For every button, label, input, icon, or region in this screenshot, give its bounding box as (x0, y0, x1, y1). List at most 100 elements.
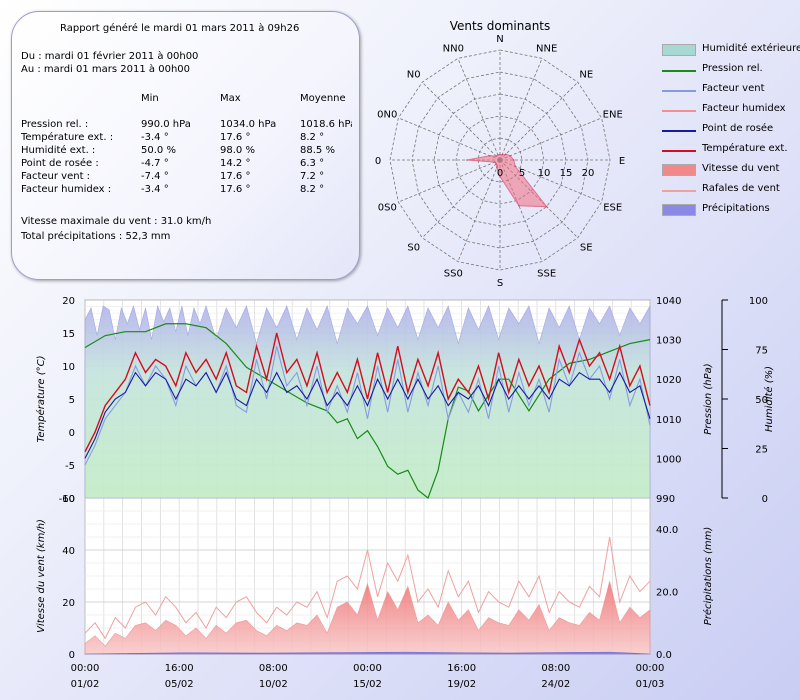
wind-rose-ring (455, 115, 545, 205)
wind-rose-labels: N NNE NE ENE E ESE SE SSE S SS0 S0 0S0 0 0N0 N0 NN0 0 5 10… (375, 34, 625, 289)
summary-panel: Rapport généré le mardi 01 mars 2011 à 0… (11, 11, 360, 280)
humidity-area (84, 304, 651, 499)
humidity-tick-label: 25 (755, 445, 768, 456)
wind-rose-ring-label: 5 (519, 168, 525, 179)
wind-rose-spoke (499, 81, 579, 161)
x-tick-date: 15/02 (353, 679, 382, 690)
wind-tick-label: 60 (62, 494, 75, 505)
x-tick-time: 16:00 (165, 663, 194, 674)
wind-rose-direction-label: SS0 (444, 269, 463, 280)
period-from: Du : mardi 01 février 2011 à 00h00 (21, 51, 199, 62)
row-max: 1034.0 hPa (220, 119, 277, 130)
row-avg: 8.2 ° (300, 132, 325, 143)
row-min: 50.0 % (141, 145, 176, 156)
max-wind-text: Vitesse maximale du vent : 31.0 km/h (21, 216, 212, 227)
wind-rose-point (518, 204, 520, 207)
legend-label: Rafales de vent (702, 183, 780, 194)
x-tick-time: 08:00 (541, 663, 570, 674)
x-tick-date: 01/02 (71, 679, 100, 690)
wind-rose-direction-label: N0 (407, 70, 421, 81)
report-title: Rapport généré le mardi 01 mars 2011 à 0… (60, 23, 300, 34)
period-to: Au : mardi 01 mars 2011 à 00h00 (21, 64, 191, 75)
wind-tick-label: 0 (69, 650, 75, 661)
wind-axis-title: Vitesse du vent (km/h) (36, 519, 47, 633)
humidity-tick-label: 0 (762, 494, 768, 505)
wind-series (84, 536, 651, 655)
temp-tick-label: -5 (65, 461, 75, 472)
wind-rose-ring-label: 15 (560, 168, 573, 179)
wind-rose-point (495, 155, 497, 157)
row-max: 17.6 ° (220, 184, 251, 195)
row-avg: 1018.6 hPa (300, 119, 352, 130)
legend-label: Facteur vent (702, 83, 765, 94)
x-tick-date: 19/02 (447, 679, 476, 690)
legend-swatch (662, 110, 696, 112)
legend-label: Humidité extérieure (702, 43, 800, 54)
rain-tick-label: 20.0 (656, 588, 678, 599)
wind-rose-spoke (499, 58, 543, 161)
wind-rose-direction-label: NNE (536, 43, 557, 54)
row-min: -3.4 ° (141, 184, 169, 195)
temp-tick-label: -10 (59, 494, 75, 505)
wind-tick-label: 40 (62, 546, 75, 557)
legend-swatch (662, 150, 696, 152)
humidity-axis-title: Humidité (%) (763, 366, 775, 432)
wind-rose-title: Vents dominants (450, 19, 551, 33)
wind-rose-point (509, 154, 511, 157)
rain-tick-label: 40.0 (656, 525, 678, 536)
legend-label: Température ext. (702, 143, 788, 154)
legend-swatch (662, 44, 696, 56)
wind-rose-spoke (499, 159, 543, 262)
legend-swatch (662, 90, 696, 92)
wind-rose-direction-label: 0 (375, 156, 381, 167)
wind-rose-point (495, 163, 497, 165)
row-max: 17.6 ° (220, 132, 251, 143)
row-min: 990.0 hPa (141, 119, 191, 130)
pressure-tick-label: 1010 (656, 415, 681, 426)
total-rain-text: Total précipitations : 52,3 mm (21, 231, 171, 242)
wind-rose-point (494, 161, 496, 163)
humidity-tick-label: 100 (749, 296, 768, 307)
x-tick-date: 05/02 (165, 679, 194, 690)
legend-label: Point de rosée (702, 123, 774, 134)
wind-rose-direction-label: 0S0 (378, 203, 397, 214)
humidity-tick-label: 75 (755, 346, 768, 357)
x-tick-time: 00:00 (353, 663, 382, 674)
wind-rose-ring (411, 71, 589, 249)
pressure-tick-label: 1030 (656, 336, 681, 347)
temp-tick-label: 5 (69, 395, 75, 406)
wind-rose-direction-label: 0N0 (377, 109, 397, 120)
legend-label: Facteur humidex (702, 103, 786, 114)
wind-rose-direction-label: SSE (537, 269, 556, 280)
wind-rose-spoke (398, 159, 501, 203)
wind-rose-direction-label: S (497, 278, 503, 289)
row-max: 14.2 ° (220, 158, 251, 169)
legend-label: Pression rel. (702, 63, 763, 74)
wind-rose-point (505, 153, 507, 155)
pressure-tick-label: 990 (656, 494, 675, 505)
pressure-line (84, 323, 651, 499)
row-avg: 88.5 % (300, 145, 335, 156)
row-label: Facteur vent : (21, 171, 91, 182)
wind-rose-point (514, 165, 517, 168)
wind-rose-point (501, 154, 503, 156)
row-min: -7.4 ° (141, 171, 169, 182)
legend-swatch (662, 164, 696, 176)
wind-rose-direction-label: ESE (603, 203, 622, 214)
rain-tick-label: 0.0 (656, 650, 672, 661)
wind-rose-direction-label: N (496, 34, 503, 45)
wind-rose-point (545, 205, 548, 208)
humidity-tick-label: 50 (755, 395, 768, 406)
wind-rose-ring (389, 49, 611, 271)
header-max: Max (220, 93, 241, 104)
wind-rose-direction-label: ENE (603, 109, 623, 120)
legend-swatch (662, 130, 696, 132)
wind-rose-ring (477, 137, 523, 183)
x-tick-time: 16:00 (447, 663, 476, 674)
temp-tick-label: 20 (62, 296, 75, 307)
temp-axis-title: Température (°C) (35, 356, 47, 443)
x-tick-date: 10/02 (259, 679, 288, 690)
wind-rose-ring-label: 20 (582, 168, 595, 179)
